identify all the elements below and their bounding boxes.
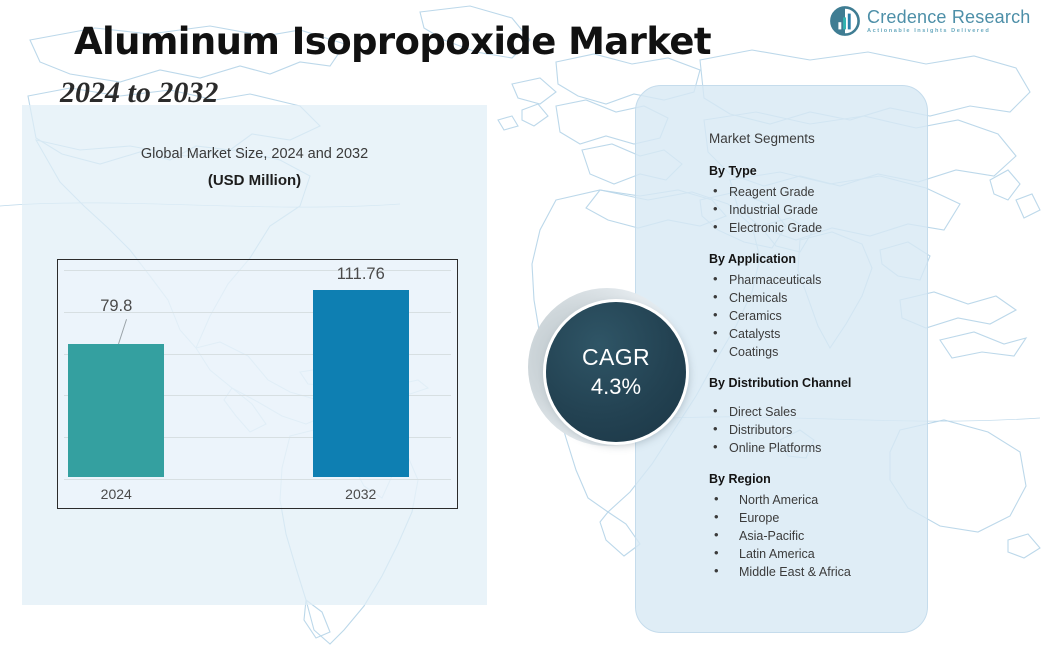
chart-subtitle-units: (USD Million) [207,172,302,189]
page-subtitle-years: 2024 to 2032 [60,76,219,109]
gridline [64,437,451,439]
segment-item: Industrial Grade [709,200,919,219]
segment-item: Reagent Grade [709,182,919,201]
segment-item: Europe [709,508,919,527]
segment-item: Chemicals [709,288,919,307]
bar-value-label-2024: 79.8 [100,296,133,315]
segment-item: Online Platforms [709,438,919,457]
segment-item-list: North AmericaEuropeAsia-PacificLatin Ame… [709,490,919,581]
chart-plot-area: 79.8 2024 111.76 2032 [58,260,457,508]
bar-chart: 79.8 2024 111.76 2032 [57,259,458,509]
segment-item: Ceramics [709,306,919,325]
category-label-2032: 2032 [345,486,377,502]
market-segments: Market Segments By Type Reagent GradeIndu… [709,131,919,596]
segment-group-title: By Region [709,472,771,486]
cagr-label: CAGR [581,344,651,370]
bar-2024 [68,343,165,477]
segment-item: Asia-Pacific [709,526,919,545]
segment-group: By Type Reagent GradeIndustrial GradeElec… [709,164,919,237]
segment-item-list: Direct SalesDistributorsOnline Platforms [709,402,919,457]
segments-heading: Market Segments [709,131,815,146]
segment-item: Pharmaceuticals [709,270,919,289]
bar-value-label-2032: 111.76 [336,265,385,284]
segment-item: Catalysts [709,324,919,343]
segment-item: Coatings [709,342,919,361]
segment-item-list: PharmaceuticalsChemicalsCeramicsCatalyst… [709,270,919,361]
category-label-2024: 2024 [100,486,132,502]
bar-label-leader-line [118,318,128,344]
segment-item: Middle East & Africa [709,562,919,581]
logo-text: Credence Research Actionable Insights De… [867,8,1030,35]
segment-item: Distributors [709,420,919,439]
segment-group-title: By Type [709,164,757,178]
chart-title: Global Market Size, 2024 and 2032 [140,146,369,162]
segment-item-list: Reagent GradeIndustrial GradeElectronic … [709,182,919,237]
segment-group: By Application PharmaceuticalsChemicalsCe… [709,252,919,361]
segment-group: By Distribution Channel Direct SalesDistr… [709,376,919,457]
bar-2032 [312,290,409,477]
brand-logo[interactable]: Credence Research Actionable Insights De… [830,6,1030,36]
segment-item: Direct Sales [709,402,919,421]
segment-item: North America [709,490,919,509]
segment-group-title: By Distribution Channel [709,376,852,390]
cagr-value: 4.3% [590,374,642,399]
segment-group-title: By Application [709,252,797,266]
gridline [64,479,451,480]
cagr-badge: CAGR 4.3% [528,288,704,464]
segment-groups: By Type Reagent GradeIndustrial GradeElec… [709,164,919,581]
segment-group: By Region North AmericaEuropeAsia-Pacific… [709,472,919,581]
logo-tagline: Actionable Insights Delivered [867,27,991,34]
page-title: Aluminum Isopropoxide Market [74,20,712,63]
bar-chart-circle-icon [830,6,860,36]
segment-item: Latin America [709,544,919,563]
logo-name: Credence Research [867,6,1031,27]
cagr-circle: CAGR 4.3% [546,302,686,442]
segment-item: Electronic Grade [709,218,919,237]
